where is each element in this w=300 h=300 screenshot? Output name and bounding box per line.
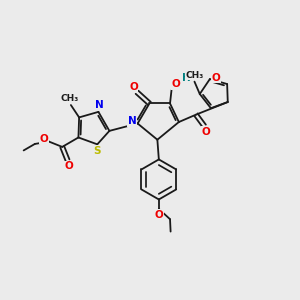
Text: O: O <box>129 82 138 92</box>
Text: S: S <box>94 146 101 156</box>
Text: O: O <box>64 161 74 171</box>
Text: O: O <box>154 210 163 220</box>
Text: O: O <box>171 79 180 89</box>
Text: O: O <box>39 134 48 144</box>
Text: CH₃: CH₃ <box>60 94 79 103</box>
Text: N: N <box>94 100 103 110</box>
Text: CH₃: CH₃ <box>185 71 204 80</box>
Text: N: N <box>128 116 137 126</box>
Text: O: O <box>201 127 210 137</box>
Text: O: O <box>212 73 221 82</box>
Text: H: H <box>182 73 190 83</box>
